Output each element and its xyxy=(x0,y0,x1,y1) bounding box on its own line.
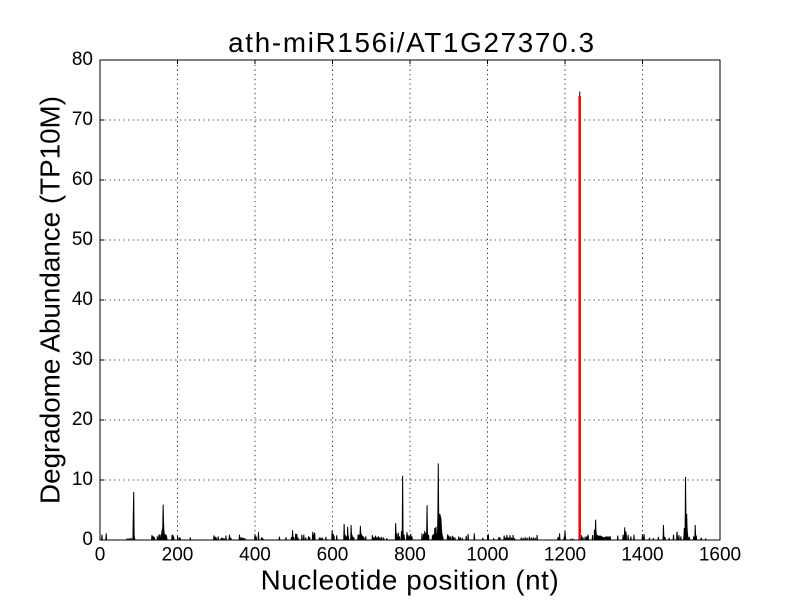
svg-text:1000: 1000 xyxy=(466,545,508,566)
svg-text:50: 50 xyxy=(72,229,93,250)
svg-text:10: 10 xyxy=(72,469,93,490)
svg-text:Degradome Abundance (TP10M): Degradome Abundance (TP10M) xyxy=(35,96,66,504)
svg-text:200: 200 xyxy=(162,545,194,566)
svg-text:40: 40 xyxy=(72,289,93,310)
svg-text:800: 800 xyxy=(394,545,426,566)
svg-text:ath-miR156i/AT1G27370.3: ath-miR156i/AT1G27370.3 xyxy=(228,27,596,58)
svg-text:60: 60 xyxy=(72,169,93,190)
svg-text:400: 400 xyxy=(239,545,271,566)
svg-text:1200: 1200 xyxy=(544,545,586,566)
svg-text:80: 80 xyxy=(72,49,93,70)
svg-text:20: 20 xyxy=(72,409,93,430)
svg-text:1600: 1600 xyxy=(699,545,741,566)
svg-text:70: 70 xyxy=(72,109,93,130)
svg-text:600: 600 xyxy=(317,545,349,566)
svg-text:Nucleotide position (nt): Nucleotide position (nt) xyxy=(261,565,560,596)
svg-text:1400: 1400 xyxy=(621,545,663,566)
svg-text:0: 0 xyxy=(82,529,93,550)
svg-text:30: 30 xyxy=(72,349,93,370)
svg-text:0: 0 xyxy=(95,545,106,566)
